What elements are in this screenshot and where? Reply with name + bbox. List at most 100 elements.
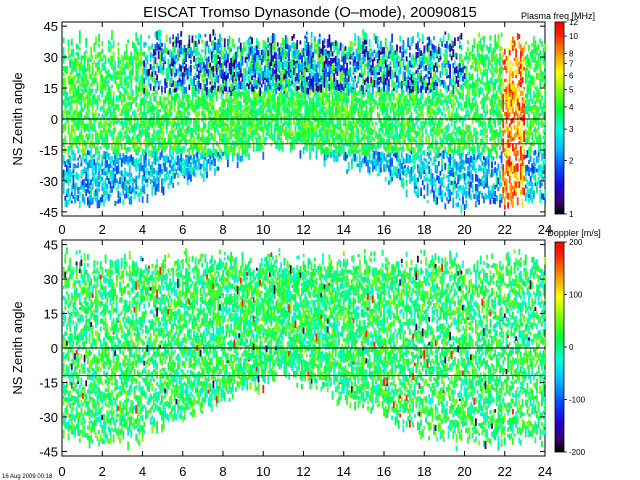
heatmap-cell <box>143 162 146 172</box>
heatmap-cell <box>83 100 86 110</box>
heatmap-cell <box>312 75 315 82</box>
heatmap-cell <box>193 40 195 47</box>
heatmap-cell <box>204 113 207 122</box>
heatmap-cell <box>165 80 168 88</box>
heatmap-cell <box>256 46 258 55</box>
heatmap-cell <box>106 174 109 180</box>
heatmap-cell <box>181 158 184 162</box>
heatmap-cell <box>93 142 96 149</box>
heatmap-cell <box>391 145 393 151</box>
heatmap-cell <box>458 173 461 181</box>
heatmap-cell <box>322 76 324 85</box>
heatmap-cell <box>447 74 450 78</box>
heatmap-cell <box>347 132 350 141</box>
heatmap-cell <box>227 38 229 46</box>
heatmap-cell <box>159 67 162 74</box>
heatmap-cell <box>468 146 471 155</box>
heatmap-cell <box>88 159 91 167</box>
heatmap-cell <box>384 146 387 152</box>
heatmap-cell <box>404 71 406 78</box>
heatmap-cell <box>333 72 336 82</box>
heatmap-cell <box>124 179 126 185</box>
heatmap-cell <box>117 75 120 80</box>
heatmap-cell <box>439 91 442 99</box>
heatmap-cell <box>381 80 384 85</box>
heatmap-cell <box>428 52 431 61</box>
heatmap-cell <box>386 163 389 169</box>
heatmap-cell <box>188 154 191 164</box>
heatmap-cell <box>318 69 321 77</box>
heatmap-cell <box>423 49 426 59</box>
heatmap-cell <box>291 36 294 41</box>
heatmap-cell <box>127 75 129 80</box>
heatmap-cell <box>368 107 371 113</box>
heatmap-cell <box>307 87 310 95</box>
heatmap-cell <box>276 74 279 80</box>
heatmap-cell <box>384 59 387 68</box>
heatmap-cell <box>185 63 187 71</box>
heatmap-cell <box>185 70 187 76</box>
heatmap-cell <box>188 73 191 77</box>
heatmap-cell <box>331 58 334 64</box>
heatmap-cell <box>112 40 115 49</box>
heatmap-cell <box>446 186 448 192</box>
heatmap-cell <box>220 106 223 116</box>
heatmap-cell <box>264 51 266 58</box>
heatmap-cell <box>85 103 88 107</box>
heatmap-cell <box>80 170 83 178</box>
heatmap-cell <box>259 95 261 102</box>
heatmap-cell <box>420 85 422 94</box>
heatmap-cell <box>429 82 432 90</box>
heatmap-cell <box>169 141 171 147</box>
heatmap-cell <box>446 99 448 107</box>
heatmap-cell <box>391 149 393 154</box>
heatmap-cell <box>114 112 117 118</box>
heatmap-cell <box>259 118 261 125</box>
heatmap-cell <box>75 94 78 103</box>
heatmap-cell <box>236 119 239 128</box>
heatmap-cell <box>225 78 228 87</box>
heatmap-cell <box>154 31 157 38</box>
heatmap-cell <box>407 133 410 142</box>
heatmap-cell <box>90 102 92 107</box>
heatmap-cell <box>312 103 315 112</box>
heatmap-cell <box>149 168 152 177</box>
heatmap-cell <box>252 99 255 107</box>
heatmap-cell <box>413 137 416 142</box>
heatmap-cell <box>365 88 368 92</box>
heatmap-cell <box>418 118 421 122</box>
heatmap-cell <box>267 61 270 69</box>
heatmap-cell <box>62 99 65 105</box>
heatmap-cell <box>156 183 158 191</box>
heatmap-cell <box>468 124 471 134</box>
heatmap-cell <box>429 119 432 127</box>
heatmap-cell <box>441 93 443 97</box>
heatmap-cell <box>190 155 192 160</box>
heatmap-cell <box>77 146 80 154</box>
heatmap-cell <box>457 202 460 208</box>
heatmap-cell <box>423 169 426 175</box>
heatmap-cell <box>330 118 332 125</box>
heatmap-cell <box>181 72 184 78</box>
heatmap-cell <box>333 48 336 53</box>
heatmap-cell <box>400 102 403 111</box>
heatmap-cell <box>146 145 149 150</box>
heatmap-cell <box>136 192 139 198</box>
heatmap-cell <box>376 77 379 86</box>
heatmap-cell <box>363 49 366 57</box>
heatmap-cell <box>434 104 437 108</box>
heatmap-cell <box>462 107 464 111</box>
heatmap-cell <box>437 161 440 166</box>
heatmap-cell <box>82 55 84 59</box>
heatmap-cell <box>312 58 315 63</box>
heatmap-cell <box>309 64 311 73</box>
heatmap-cell <box>231 62 234 67</box>
heatmap-cell <box>69 107 71 114</box>
heatmap-cell <box>330 128 332 135</box>
heatmap-cell <box>402 97 405 104</box>
heatmap-cell <box>72 125 75 132</box>
heatmap-cell <box>69 144 71 150</box>
heatmap-cell <box>462 121 464 127</box>
heatmap-cell <box>254 98 257 104</box>
heatmap-cell <box>402 89 405 96</box>
